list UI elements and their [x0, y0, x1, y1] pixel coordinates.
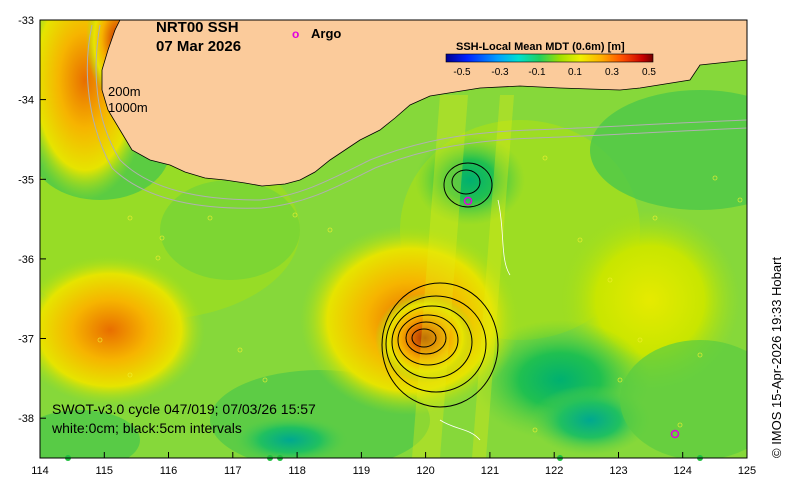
- x-tick-label: 118: [288, 465, 306, 477]
- x-tick-label: 121: [481, 465, 499, 477]
- colorbar-title: SSH-Local Mean MDT (0.6m) [m]: [456, 41, 625, 53]
- x-tick-label: 116: [160, 465, 178, 477]
- plot-frame: [39, 19, 748, 459]
- y-tick-label: -36: [18, 254, 34, 266]
- isobath-label-1000: 1000m: [108, 100, 148, 115]
- argo-legend-label: Argo: [311, 26, 341, 41]
- isobath-lines: [86, 24, 747, 209]
- x-tick-label: 122: [545, 465, 563, 477]
- x-tick-label: 114: [31, 465, 49, 477]
- x-tick-labels: 114 115 116 117 118 119 120 121 122 123 …: [31, 465, 756, 477]
- x-tick-label: 124: [674, 465, 692, 477]
- y-tick-labels: -33 -34 -35 -36 -37 -38: [18, 15, 34, 425]
- colorbar: SSH-Local Mean MDT (0.6m) [m] -0.5 -0.3 …: [445, 41, 656, 78]
- isobath-label-200: 200m: [108, 84, 141, 99]
- y-tick-label: -33: [18, 15, 34, 27]
- map-title-product: NRT00 SSH: [156, 19, 239, 36]
- x-ticks: [39, 452, 748, 458]
- credit-text: © IMOS 15-Apr-2026 19:33 Hobart: [769, 257, 784, 458]
- y-tick-label: -35: [18, 174, 34, 186]
- x-tick-label: 115: [96, 465, 114, 477]
- y-tick-label: -34: [18, 95, 34, 107]
- y-tick-label: -37: [18, 334, 34, 346]
- swot-info-line1: SWOT-v3.0 cycle 047/019; 07/03/26 15:57: [52, 401, 316, 417]
- x-tick-label: 119: [353, 465, 371, 477]
- swot-zero-contours: [439, 199, 511, 441]
- argo-float: [670, 429, 680, 439]
- colorbar-tick: -0.3: [491, 67, 509, 78]
- x-tick-label: 117: [224, 465, 242, 477]
- colorbar-tick: 0.3: [605, 67, 619, 78]
- colorbar-tick: 0.1: [568, 67, 582, 78]
- argo-float: [463, 196, 473, 206]
- swot-info-line2: white:0cm; black:5cm intervals: [51, 420, 242, 436]
- argo-floats: [463, 196, 680, 439]
- argo-legend-marker: o: [292, 27, 299, 41]
- colorbar-tick: 0.5: [642, 67, 656, 78]
- y-ticks: [40, 19, 46, 419]
- colorbar-tick: -0.1: [528, 67, 546, 78]
- colorbar-ramp: [445, 53, 654, 63]
- y-tick-label: -38: [18, 413, 34, 425]
- map-title-date: 07 Mar 2026: [156, 38, 241, 55]
- colorbar-tick: -0.5: [453, 67, 471, 78]
- x-tick-label: 120: [416, 465, 434, 477]
- swot-contours: [381, 162, 499, 408]
- x-tick-label: 125: [738, 465, 756, 477]
- x-tick-label: 123: [609, 465, 627, 477]
- drifter-dots: [97, 155, 743, 433]
